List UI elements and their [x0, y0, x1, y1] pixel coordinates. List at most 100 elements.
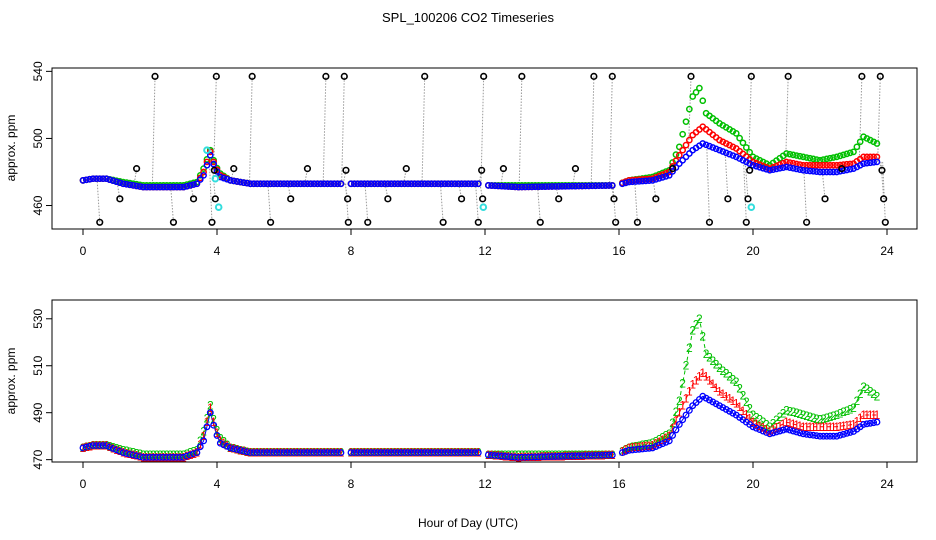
lower-red-label: 1 [793, 418, 800, 432]
lower-blue-point [404, 449, 412, 457]
upper-calibration-point [214, 203, 223, 211]
upper-blue-point [779, 164, 787, 171]
lower-blue-point [726, 407, 733, 415]
lower-red-label: 1 [807, 420, 814, 434]
upper-black-marker [340, 72, 348, 80]
lower-blue-point [608, 451, 616, 459]
upper-blue-point [592, 182, 599, 190]
lower-blue-point [236, 446, 244, 454]
lower-red-label: 1 [783, 415, 790, 429]
lower-green-label: 2 [787, 404, 794, 418]
lower-blue-point [347, 449, 355, 457]
upper-black-marker [881, 218, 889, 226]
lower-blue-point [605, 451, 613, 459]
upper-blue-point [240, 179, 248, 186]
lower-green-label: 2 [639, 438, 646, 452]
upper-dropouts [96, 76, 886, 223]
upper-blue-point [183, 182, 191, 190]
upper-blue-point [786, 164, 794, 171]
lower-blue-point [508, 453, 516, 461]
lower-red-label: 1 [827, 420, 834, 434]
lower-blue-point [190, 450, 197, 458]
dropout-line [744, 162, 749, 199]
upper-blue-point [330, 180, 338, 188]
upper-blue-point [391, 180, 398, 188]
lower-blue-point [320, 449, 328, 457]
dropout-line [687, 76, 692, 152]
lower-blue-point [180, 453, 187, 461]
lower-green-label: 2 [720, 364, 727, 378]
upper-blue-point [619, 180, 626, 188]
lower-blue-point [360, 449, 368, 457]
lower-blue-point [136, 453, 144, 460]
upper-blue-point [665, 171, 673, 179]
upper-blue-point [320, 180, 328, 188]
lower-blue-point [377, 449, 385, 457]
upper-green-point [873, 140, 881, 147]
lower-blue-point [233, 446, 241, 453]
upper-blue-point [635, 177, 643, 185]
upper-black-marker [402, 165, 410, 173]
lower-blue-point [494, 452, 502, 460]
lower-blue-point [535, 453, 543, 461]
upper-blue-point [347, 180, 355, 188]
upper-green-point [783, 150, 790, 157]
upper-black-marker [705, 218, 714, 226]
lower-blue-point [572, 452, 579, 460]
lower-blue-point [511, 453, 519, 461]
lower-blue-point [304, 449, 311, 457]
upper-blue-point [404, 180, 412, 188]
lower-blue-point [592, 451, 599, 459]
lower-green-label: 2 [676, 394, 683, 408]
lower-blue-point [441, 449, 449, 457]
upper-blue-point [106, 176, 114, 184]
upper-blue-point [565, 182, 573, 190]
lower-blue-point [773, 428, 780, 436]
lower-green-label: 2 [746, 401, 753, 415]
lower-blue-point [79, 444, 87, 452]
upper-red-point [686, 136, 693, 144]
upper-x-tick-label: 16 [612, 244, 626, 258]
upper-blue-point [642, 177, 650, 185]
upper-blue-point [675, 160, 683, 167]
lower-green-label: 2 [693, 318, 700, 332]
lower-red-label: 1 [713, 381, 720, 395]
lower-blue-point [779, 426, 787, 434]
upper-green-point [692, 88, 700, 96]
lower-x-tick-label: 0 [80, 477, 87, 491]
dropout-line [345, 183, 349, 223]
lower-green-label: 2 [820, 412, 827, 426]
lower-blue-point [350, 449, 358, 457]
lower-green-label: 2 [649, 436, 656, 450]
upper-blue-point [763, 165, 770, 173]
upper-black-marker [479, 195, 487, 203]
lower-y-tick-label: 530 [31, 308, 45, 328]
dropout-line [555, 186, 560, 199]
lower-blue-point [424, 449, 432, 457]
upper-green-point [200, 165, 207, 172]
lower-blue-point [565, 452, 573, 460]
lower-blue-point [635, 445, 643, 453]
upper-blue-point [431, 180, 439, 188]
upper-red-point [860, 153, 867, 161]
upper-blue-point [746, 160, 754, 167]
upper-black-marker [724, 195, 732, 203]
lower-blue-point [588, 452, 596, 459]
upper-blue-point [163, 183, 171, 191]
upper-black-marker [303, 165, 312, 173]
upper-blue-point [655, 175, 663, 182]
lower-blue-point [146, 453, 154, 461]
upper-black-marker [211, 195, 219, 203]
upper-blue-point [632, 178, 640, 185]
upper-blue-point [270, 180, 278, 188]
dropout-line [267, 183, 272, 223]
lower-blue-point [870, 419, 878, 427]
upper-blue-point [535, 183, 542, 191]
lower-green-label: 2 [760, 415, 767, 429]
lower-y-tick-label: 510 [31, 355, 45, 375]
upper-blue-point [153, 183, 161, 191]
lower-blue-point [113, 446, 120, 454]
lower-blue-point [133, 452, 141, 460]
dropout-line [537, 186, 541, 223]
upper-blue-point [263, 180, 271, 188]
